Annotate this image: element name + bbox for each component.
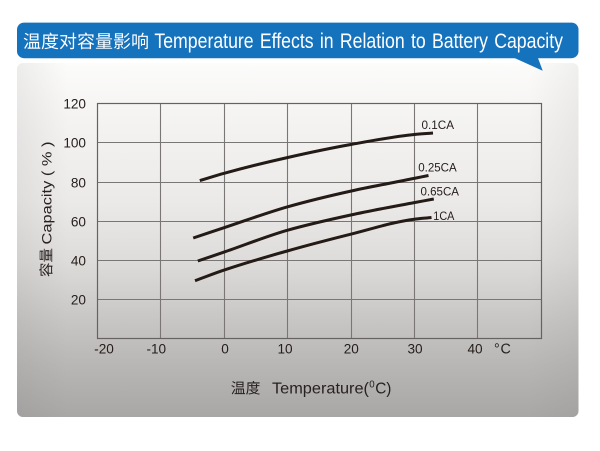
svg-text:80: 80: [71, 175, 87, 190]
svg-text:Capacity ( % ): Capacity ( % ): [38, 142, 54, 245]
svg-text:30: 30: [407, 341, 423, 356]
svg-text:-20: -20: [94, 341, 114, 356]
svg-text:10: 10: [277, 341, 293, 356]
svg-text:0.25CA: 0.25CA: [418, 160, 457, 174]
svg-text:20: 20: [344, 341, 360, 356]
svg-text:0.1CA: 0.1CA: [422, 118, 455, 132]
svg-text:40: 40: [467, 341, 483, 356]
svg-text:0.65CA: 0.65CA: [421, 185, 460, 199]
svg-text:120: 120: [63, 96, 86, 111]
svg-text:60: 60: [71, 214, 87, 229]
svg-text:0: 0: [221, 341, 229, 356]
svg-text:-10: -10: [146, 341, 166, 356]
svg-text:°C: °C: [494, 341, 512, 357]
svg-text:Temperature(: Temperature(: [272, 380, 370, 397]
svg-text:1CA: 1CA: [433, 209, 455, 223]
svg-text:Temperature Effects in Relatio: Temperature Effects in Relation to Batte…: [154, 30, 563, 53]
svg-text:40: 40: [71, 253, 87, 268]
svg-text:C): C): [375, 380, 391, 397]
svg-text:20: 20: [71, 292, 87, 307]
svg-text:100: 100: [63, 135, 86, 150]
svg-text:0: 0: [369, 380, 375, 391]
